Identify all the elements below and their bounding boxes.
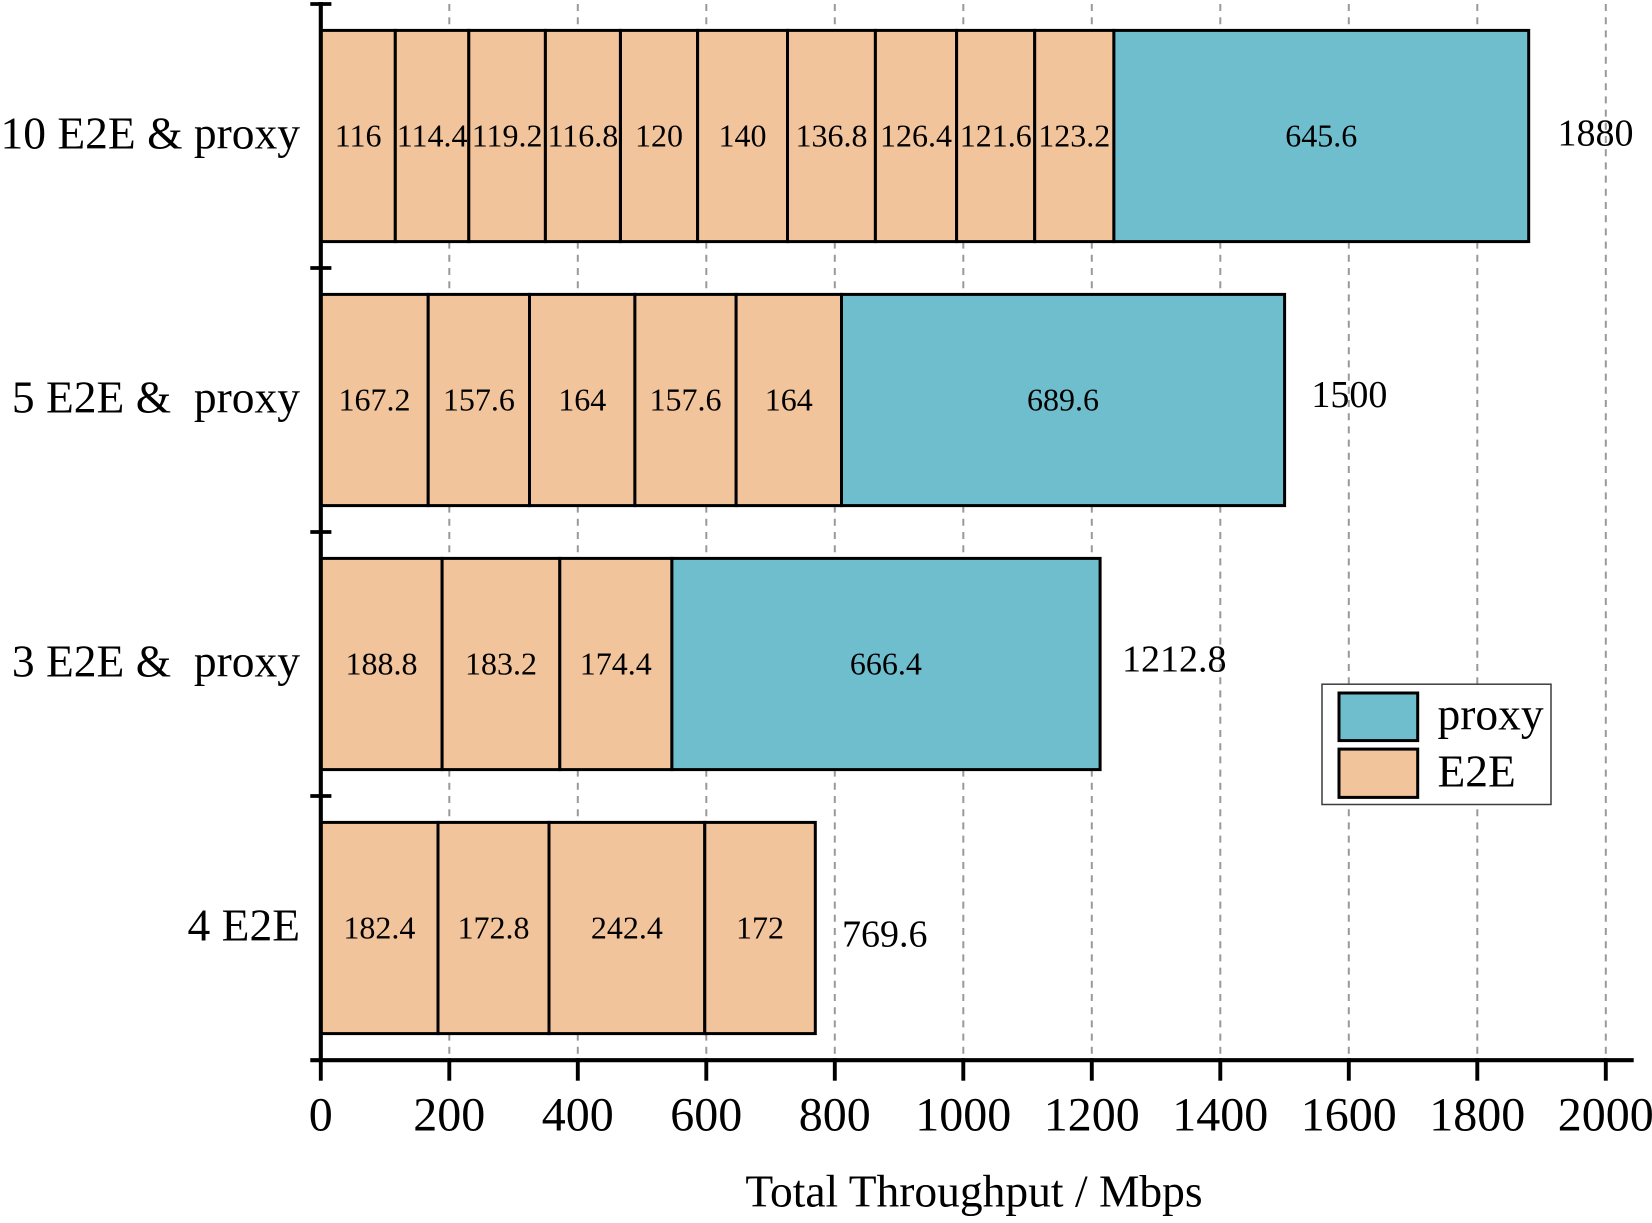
svg-text:242.4: 242.4 [591, 910, 663, 946]
svg-text:164: 164 [765, 382, 813, 418]
svg-text:114.4: 114.4 [397, 118, 468, 154]
svg-text:2000: 2000 [1558, 1089, 1652, 1142]
svg-text:1212.8: 1212.8 [1122, 639, 1227, 681]
svg-text:123.2: 123.2 [1038, 118, 1110, 154]
svg-text:4 E2E: 4 E2E [188, 899, 300, 950]
svg-text:1600: 1600 [1301, 1089, 1397, 1142]
svg-text:666.4: 666.4 [850, 646, 922, 682]
svg-text:645.6: 645.6 [1285, 118, 1357, 154]
svg-text:174.4: 174.4 [580, 646, 652, 682]
svg-text:1000: 1000 [915, 1089, 1011, 1142]
svg-text:136.8: 136.8 [796, 118, 868, 154]
svg-text:400: 400 [542, 1089, 614, 1142]
svg-text:3 E2E & proxy: 3 E2E & proxy [12, 635, 300, 686]
svg-text:116: 116 [335, 118, 382, 154]
svg-text:120: 120 [635, 118, 683, 154]
svg-text:157.6: 157.6 [650, 382, 722, 418]
svg-text:164: 164 [558, 382, 606, 418]
svg-text:1400: 1400 [1172, 1089, 1268, 1142]
svg-text:172: 172 [736, 910, 784, 946]
svg-text:182.4: 182.4 [343, 910, 415, 946]
svg-text:116.8: 116.8 [547, 118, 618, 154]
svg-text:1500: 1500 [1311, 374, 1387, 416]
svg-text:800: 800 [799, 1089, 871, 1142]
svg-text:126.4: 126.4 [880, 118, 952, 154]
svg-text:10 E2E & proxy: 10 E2E & proxy [0, 107, 300, 158]
svg-text:157.6: 157.6 [443, 382, 515, 418]
svg-text:172.8: 172.8 [458, 910, 530, 946]
svg-text:1880: 1880 [1558, 113, 1634, 155]
svg-text:1200: 1200 [1044, 1089, 1140, 1142]
svg-text:1800: 1800 [1429, 1089, 1525, 1142]
svg-text:167.2: 167.2 [339, 382, 411, 418]
svg-text:E2E: E2E [1438, 745, 1516, 796]
svg-text:183.2: 183.2 [465, 646, 537, 682]
svg-text:Total Throughput / Mbps: Total Throughput / Mbps [745, 1166, 1202, 1217]
svg-text:200: 200 [413, 1089, 485, 1142]
svg-text:769.6: 769.6 [842, 913, 928, 955]
svg-text:188.8: 188.8 [346, 646, 418, 682]
svg-text:600: 600 [670, 1089, 742, 1142]
svg-text:0: 0 [309, 1089, 333, 1142]
svg-text:121.6: 121.6 [960, 118, 1032, 154]
svg-text:119.2: 119.2 [472, 118, 543, 154]
svg-text:140: 140 [719, 118, 767, 154]
svg-text:689.6: 689.6 [1027, 382, 1099, 418]
svg-text:5 E2E & proxy: 5 E2E & proxy [12, 371, 300, 422]
svg-text:proxy: proxy [1438, 689, 1544, 740]
